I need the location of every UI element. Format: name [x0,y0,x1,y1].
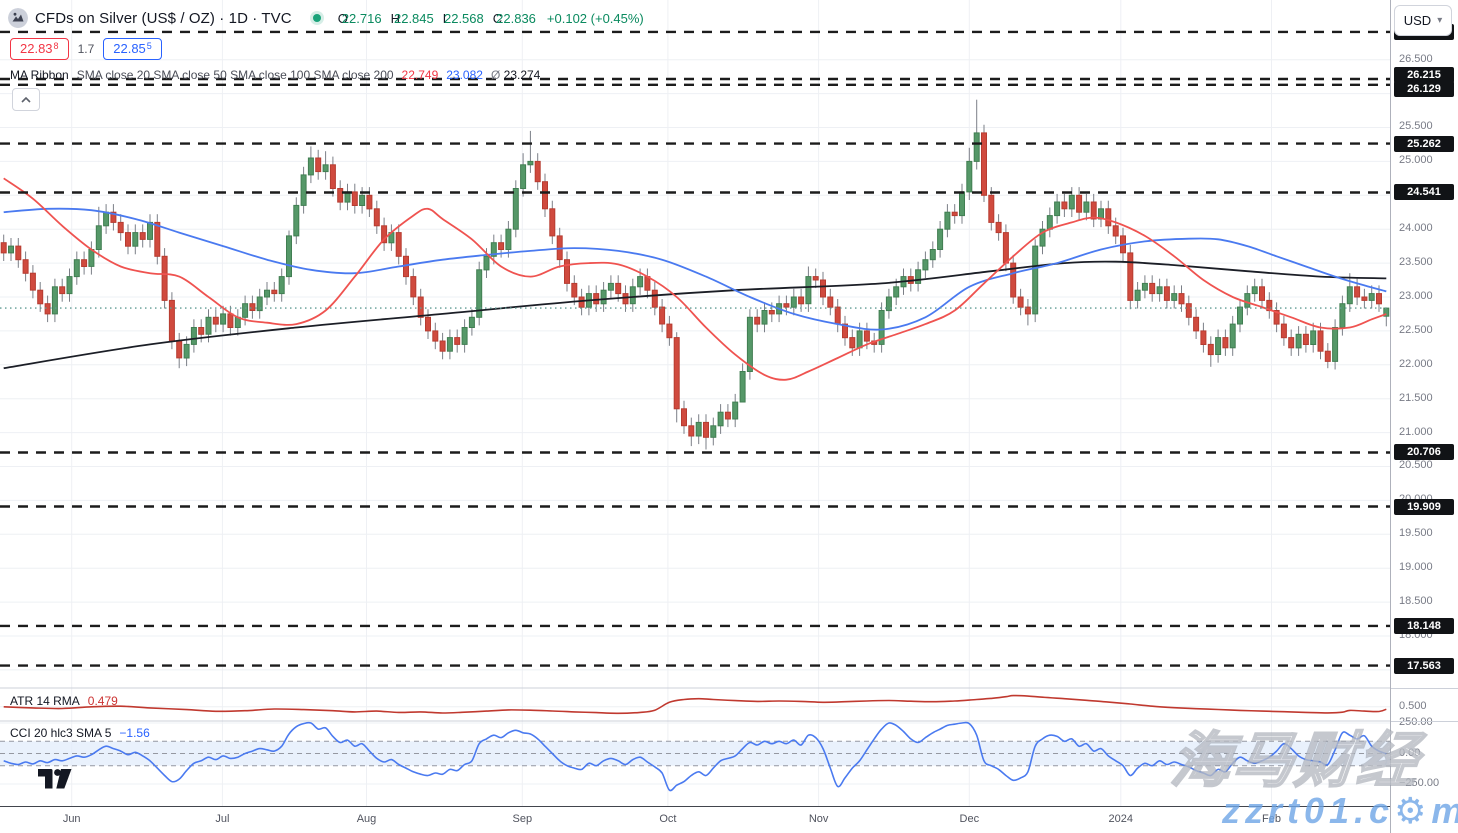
indicator-title: MA Ribbon [10,68,69,82]
time-tick-Oct: Oct [659,813,677,825]
price-tick: 23.500 [1399,256,1433,269]
open-value: 22.716 [341,10,382,26]
time-tick-Jun: Jun [62,813,81,825]
cci-tick: 0.00 [1399,746,1421,759]
price-tick: 25.500 [1399,120,1433,133]
price-tick: 22.000 [1399,357,1433,370]
price-tick: 23.000 [1399,289,1433,302]
atr-title: ATR 14 RMA [10,694,80,708]
symbol-logo-icon [8,8,28,28]
atr-legend[interactable]: ATR 14 RMA 0.479 [10,694,118,708]
market-status-icon[interactable] [312,14,321,22]
cci-line [3,721,1387,792]
pane-separator [1391,721,1458,722]
time-tick-Jul: Jul [215,813,230,825]
price-level-badge: 20.706 [1394,444,1454,461]
sell-button[interactable]: 22.838 [10,38,69,60]
symbol-title-row: CFDs on Silver (US$ / OZ) · 1D · TVC O22… [8,5,644,31]
price-tick: 21.000 [1399,425,1433,438]
price-tick: 19.000 [1399,561,1433,574]
ma-line-sma50 [3,207,1387,331]
price-level-badge: 18.148 [1394,617,1454,634]
price-level-badge: 24.541 [1394,184,1454,201]
symbol-title[interactable]: CFDs on Silver (US$ / OZ) · 1D · TVC [35,9,292,27]
low-value: 22.568 [443,10,484,26]
sma50-value: 23.082 [446,68,483,82]
sma-avg-value: 23.274 [503,68,541,82]
cci-tick: −250.00 [1399,777,1440,789]
cci-pane [0,740,1390,767]
ma-ribbon-lines [3,177,1387,381]
time-tick-Sep: Sep [512,813,533,825]
price-tick: 24.000 [1399,222,1433,235]
sma20-value: 22.749 [401,68,439,82]
time-tick-Nov: Nov [808,813,829,825]
cci-value: −1.56 [119,726,150,740]
atr-line [3,694,1387,715]
trade-buttons-row: 22.838 1.7 22.855 [10,36,162,62]
price-tick: 21.500 [1399,391,1433,404]
price-level-badge: 19.909 [1394,498,1454,515]
chart-canvas[interactable] [0,0,1390,833]
buy-button[interactable]: 22.855 [103,38,162,60]
cci-tick: 250.00 [1399,716,1433,728]
cci-legend[interactable]: CCI 20 hlc3 SMA 5 −1.56 [10,726,150,740]
price-level-badge: 25.262 [1394,135,1454,152]
ma-line-sma200 [3,260,1387,370]
indicator-params: SMA close 20 SMA close 50 SMA close 100 … [76,68,394,82]
chevron-down-icon: ▾ [1437,15,1443,26]
price-axis[interactable]: USD ▾ 26.50026.00025.50025.00024.50024.0… [1390,0,1458,833]
close-value: 22.836 [496,10,536,26]
price-tick: 22.500 [1399,323,1433,336]
tradingview-logo[interactable] [37,767,77,791]
atr-value: 0.479 [87,694,118,708]
currency-select[interactable]: USD ▾ [1394,5,1452,36]
currency-label: USD [1403,13,1432,28]
atr-tick: 0.500 [1399,699,1427,712]
time-tick-Feb: Feb [1262,813,1281,825]
ohlc-values: O22.716 H22.845 L22.568 C22.836 [337,10,536,26]
collapse-indicator-button[interactable] [12,88,40,111]
price-tick: 18.500 [1399,595,1433,608]
time-axis[interactable]: Jun Jul Aug Sep Oct Nov Dec 2024 Feb [0,806,1458,833]
high-value: 22.845 [393,10,434,26]
price-level-badge: 26.215 [1394,66,1454,83]
time-tick-2024: 2024 [1108,813,1134,825]
ma-ribbon-legend[interactable]: MA Ribbon SMA close 20 SMA close 50 SMA … [10,68,541,82]
price-level-badge: 26.129 [1394,80,1454,97]
price-tick: 25.000 [1399,154,1433,167]
chevron-up-icon [21,96,31,103]
pane-separator [1391,688,1458,689]
spread-value: 1.7 [77,42,95,56]
candlestick-series [0,99,1390,450]
price-levels [0,30,1390,667]
grid [0,0,1390,806]
time-tick-Aug: Aug [356,813,377,825]
price-level-badge: 17.563 [1394,657,1454,674]
time-tick-Dec: Dec [959,813,980,825]
cci-title: CCI 20 hlc3 SMA 5 [10,726,112,740]
change-value: +0.102 (+0.45%) [546,10,644,26]
ma-line-sma20 [3,177,1387,381]
price-tick: 19.500 [1399,527,1433,540]
price-tick: 20.500 [1399,459,1433,472]
price-tick: 26.500 [1399,52,1433,65]
